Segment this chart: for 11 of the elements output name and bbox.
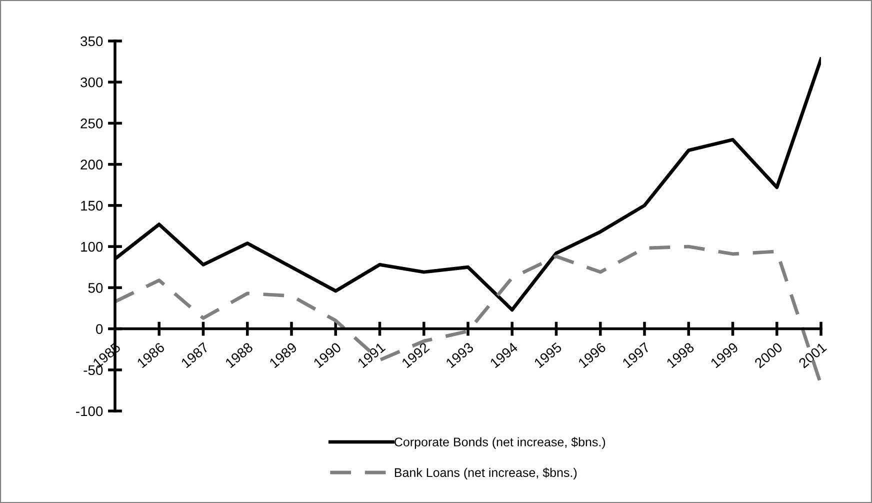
- legend-label: Corporate Bonds (net increase, $bns.): [394, 437, 606, 449]
- y-tick-label: -100: [76, 406, 103, 416]
- legend-label: Bank Loans (net increase, $bns.): [394, 468, 577, 480]
- y-tick-label: 200: [80, 160, 103, 170]
- y-tick-label: 350: [80, 36, 103, 46]
- y-tick-label: 100: [81, 242, 103, 252]
- y-tick-label: 150: [81, 200, 103, 211]
- y-tick-label: 50: [88, 283, 103, 293]
- y-tick-label: 250: [80, 118, 103, 128]
- y-tick-label: 300: [80, 77, 103, 88]
- y-tick-label: 0: [96, 324, 103, 334]
